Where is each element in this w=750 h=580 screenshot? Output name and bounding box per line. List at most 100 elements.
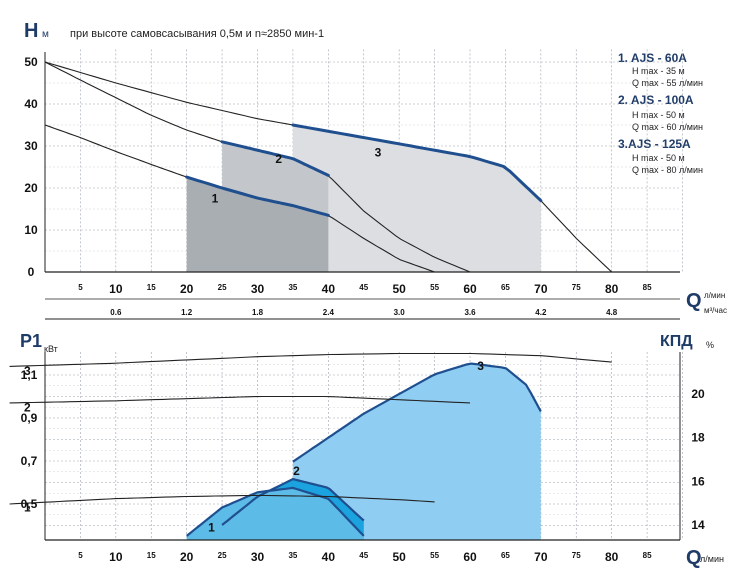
flow-tick-minor: 85 [643, 283, 652, 292]
legend-title-2: 2. AJS - 100A [618, 93, 694, 107]
efficiency-overlap-area [186, 487, 364, 540]
flow-tick-major: 60 [463, 282, 477, 296]
efficiency-curve-3 [292, 362, 542, 463]
efficiency-tick-label: 20 [691, 387, 705, 401]
m3h-tick-label: 0.6 [110, 308, 122, 317]
head-axis-unit: м [42, 29, 49, 40]
m3h-tick-label: 1.2 [181, 308, 193, 317]
power-tick-label: 1,1 [21, 368, 38, 382]
flow-tick-minor-bottom: 75 [572, 551, 581, 560]
flow-tick-minor: 45 [359, 283, 368, 292]
m3h-tick-label: 4.2 [535, 308, 547, 317]
efficiency-curve-label-3: 3 [477, 359, 484, 373]
head-tick-label: 40 [24, 97, 38, 111]
legend: 1. AJS - 60A H max - 35 м Q max - 55 л/м… [618, 51, 703, 175]
power-curve-label-3: 3 [24, 364, 31, 378]
flow-axis-label-top: Q [686, 290, 702, 312]
flow-tick-major-bottom: 10 [109, 550, 123, 564]
curve-label-3: 3 [375, 146, 382, 160]
flow-tick-major: 50 [392, 282, 406, 296]
power-tick-label: 0,5 [21, 497, 38, 511]
m3h-tick-label: 1.8 [252, 308, 264, 317]
flow-tick-major-bottom: 70 [534, 550, 548, 564]
efficiency-axis-unit: % [706, 340, 714, 350]
power-curve-1 [9, 494, 435, 505]
power-curve-label-2: 2 [24, 401, 31, 415]
efficiency-curve-label-2: 2 [293, 464, 300, 478]
efficiency-tick-label: 14 [691, 518, 705, 532]
legend-hmax-3: H max - 50 м [632, 153, 685, 163]
working-range-area-1 [186, 177, 329, 272]
efficiency-curve-1 [186, 486, 365, 537]
power-axis-unit: кВт [44, 344, 58, 354]
legend-title-1: 1. AJS - 60A [618, 51, 687, 65]
head-tick-label: 0 [28, 265, 35, 279]
power-curve-2 [9, 395, 471, 404]
flow-tick-minor: 35 [288, 283, 297, 292]
head-tick-label: 30 [24, 139, 38, 153]
flow-tick-minor-bottom: 65 [501, 551, 510, 560]
curve-label-1: 1 [212, 192, 219, 206]
m3h-tick-label: 3.0 [394, 308, 406, 317]
flow-tick-major-bottom: 40 [322, 550, 336, 564]
flow-tick-minor: 75 [572, 283, 581, 292]
efficiency-curve-label-1: 1 [208, 521, 215, 535]
flow-tick-minor-bottom: 55 [430, 551, 439, 560]
flow-tick-major: 30 [251, 282, 265, 296]
chart-subtitle: при высоте самовсасывания 0,5м и n≈2850 … [70, 28, 324, 40]
flow-axis-label-bottom: Q [686, 547, 702, 569]
flow-tick-major: 10 [109, 282, 123, 296]
legend-qmax-2: Q max - 60 л/мин [632, 122, 703, 132]
flow-axis-unit-bottom: л/мин [700, 554, 724, 564]
flow-tick-major: 20 [180, 282, 194, 296]
flow-tick-minor-bottom: 5 [78, 551, 83, 560]
power-axis-label: P1 [20, 331, 42, 351]
power-curve-label-1: 1 [24, 501, 31, 515]
flow-tick-major-bottom: 30 [251, 550, 265, 564]
head-tick-label: 10 [24, 223, 38, 237]
flow-tick-major: 70 [534, 282, 548, 296]
flow-tick-major-bottom: 20 [180, 550, 194, 564]
head-axis-label: H [24, 20, 38, 42]
working-curve-1 [185, 175, 330, 217]
flow-tick-minor: 65 [501, 283, 510, 292]
m3h-tick-label: 3.6 [464, 308, 476, 317]
head-tick-label: 20 [24, 181, 38, 195]
m3h-tick-label: 4.8 [606, 308, 618, 317]
power-tick-label: 0,7 [21, 454, 38, 468]
flow-tick-minor-bottom: 35 [288, 551, 297, 560]
m3h-tick-label: 2.4 [323, 308, 335, 317]
power-curve-3 [9, 352, 612, 367]
legend-hmax-2: H max - 50 м [632, 110, 685, 120]
flow-tick-major-bottom: 50 [392, 550, 406, 564]
working-curve-3 [291, 123, 543, 203]
legend-qmax-3: Q max - 80 л/мин [632, 165, 703, 175]
flow-axis-unit-lmin: л/мин [704, 291, 725, 300]
efficiency-axis-label: КПД [660, 333, 693, 350]
flow-tick-major-bottom: 80 [605, 550, 619, 564]
flow-tick-major-bottom: 60 [463, 550, 477, 564]
efficiency-curve-2 [221, 477, 365, 526]
flow-tick-major: 80 [605, 282, 619, 296]
head-tick-label: 50 [24, 55, 38, 69]
legend-qmax-1: Q max - 55 л/мин [632, 78, 703, 88]
flow-tick-minor-bottom: 45 [359, 551, 368, 560]
efficiency-tick-label: 16 [691, 474, 705, 488]
flow-tick-minor: 25 [218, 283, 227, 292]
flow-tick-major: 40 [322, 282, 336, 296]
efficiency-tick-label: 18 [691, 431, 705, 445]
power-tick-label: 0,9 [21, 411, 38, 425]
flow-tick-minor-bottom: 25 [218, 551, 227, 560]
efficiency-area-3 [292, 363, 541, 540]
flow-tick-minor-bottom: 85 [643, 551, 652, 560]
flow-axis-unit-m3h: м³/час [704, 306, 727, 315]
legend-hmax-1: H max - 35 м [632, 66, 685, 76]
flow-tick-minor: 55 [430, 283, 439, 292]
flow-tick-minor: 5 [78, 283, 83, 292]
working-range-area-3 [292, 125, 541, 272]
flow-tick-minor: 15 [147, 283, 156, 292]
curve-label-2: 2 [275, 152, 282, 166]
working-curve-2 [220, 140, 330, 177]
